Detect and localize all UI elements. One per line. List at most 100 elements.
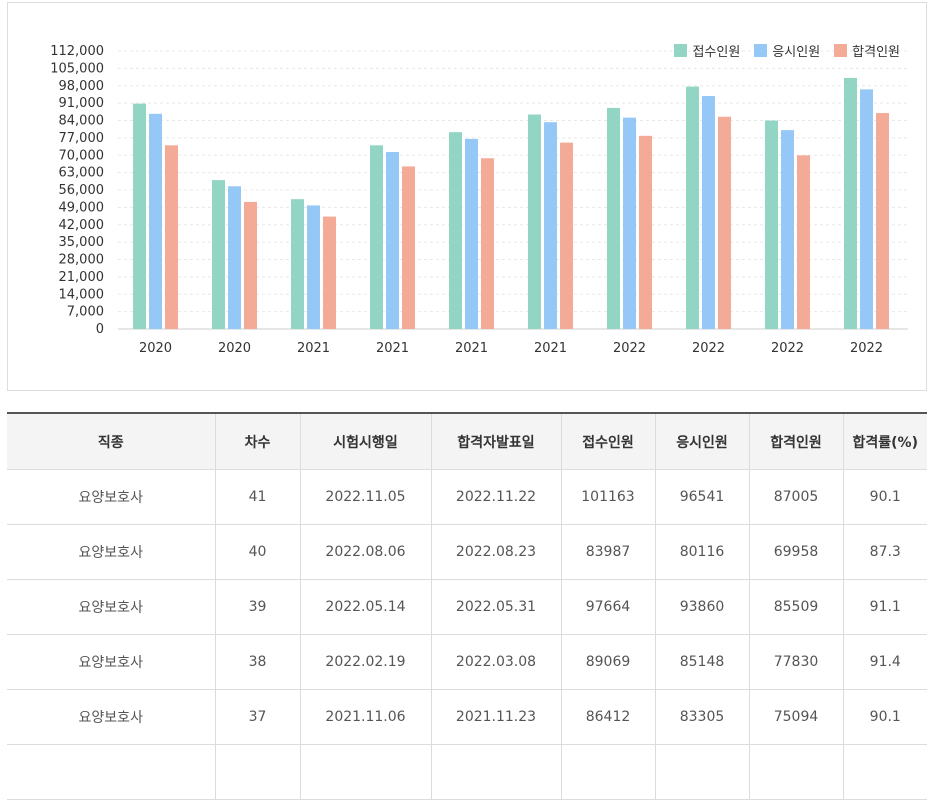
bar — [165, 145, 178, 329]
x-tick-label: 2022 — [613, 341, 646, 356]
header-round: 차수 — [215, 412, 301, 470]
header-exam-date: 시험시행일 — [300, 412, 432, 470]
cell-job-type — [7, 744, 216, 800]
cell-pass-rate: 90.1 — [843, 469, 927, 525]
bar — [639, 135, 652, 329]
bar — [149, 113, 162, 329]
cell-applicants: 97664 — [561, 579, 656, 635]
legend-item-examinees[interactable]: 응시인원 — [754, 41, 820, 60]
legend-swatch — [674, 44, 688, 57]
bar — [386, 152, 399, 329]
y-tick-label: 112,000 — [50, 44, 104, 59]
cell-job-type: 요양보호사 — [7, 524, 216, 580]
header-applicants: 접수인원 — [561, 412, 656, 470]
legend-swatch — [754, 44, 768, 57]
table-row: 요양보호사 37 2021.11.06 2021.11.23 86412 83305 750… — [7, 689, 927, 745]
bar — [544, 122, 557, 329]
table-row: 요양보호사 40 2022.08.06 2022.08.23 83987 80116 699… — [7, 524, 927, 580]
cell-applicants: 83987 — [561, 524, 656, 580]
bar — [307, 205, 320, 329]
bar — [844, 77, 857, 329]
y-tick-label: 98,000 — [59, 79, 105, 94]
table-row: 요양보호사 38 2022.02.19 2022.03.08 89069 85148 778… — [7, 634, 927, 690]
cell-examinees: 80116 — [655, 524, 750, 580]
cell-pass-rate: 87.3 — [843, 524, 927, 580]
y-tick-label: 7,000 — [67, 305, 104, 320]
results-table: 직종 차수 시험시행일 합격자발표일 접수인원 응시인원 합격인원 합격률(%)… — [7, 412, 927, 800]
bar — [765, 120, 778, 330]
legend-label: 접수인원 — [692, 45, 741, 60]
cell-exam-date: 2022.05.14 — [300, 579, 432, 635]
bar — [370, 145, 383, 329]
x-tick-label: 2022 — [771, 341, 804, 356]
y-tick-label: 105,000 — [50, 61, 104, 76]
cell-pass-rate: 91.1 — [843, 579, 927, 635]
bar — [133, 103, 146, 329]
cell-passers: 77830 — [749, 634, 844, 690]
table-row — [7, 744, 927, 800]
cell-examinees: 83305 — [655, 689, 750, 745]
bar — [402, 166, 415, 329]
bar — [449, 132, 462, 329]
chart-panel: 0 7,000 14,000 21,000 28,000 35,000 42,000 49,0… — [7, 2, 927, 391]
y-tick-label: 35,000 — [59, 235, 105, 250]
header-examinees: 응시인원 — [655, 412, 750, 470]
header-pass-rate: 합격률(%) — [843, 412, 927, 470]
y-tick-label: 84,000 — [59, 114, 105, 129]
bar — [323, 216, 336, 329]
cell-exam-date: 2021.11.06 — [300, 689, 432, 745]
cell-exam-date: 2022.08.06 — [300, 524, 432, 580]
header-announce-date: 합격자발표일 — [431, 412, 562, 470]
y-tick-label: 14,000 — [59, 287, 105, 302]
cell-applicants: 86412 — [561, 689, 656, 745]
cell-round: 40 — [215, 524, 301, 580]
cell-announce-date: 2022.11.22 — [431, 469, 562, 525]
bar — [876, 113, 889, 329]
bar — [465, 138, 478, 329]
x-tick-label: 2021 — [376, 341, 409, 356]
cell-examinees: 85148 — [655, 634, 750, 690]
table-row: 요양보호사 41 2022.11.05 2022.11.22 101163 96541 87… — [7, 469, 927, 525]
x-tick-label: 2020 — [218, 341, 251, 356]
header-job-type: 직종 — [7, 412, 216, 470]
y-tick-label: 0 — [96, 322, 104, 337]
legend-item-passers[interactable]: 합격인원 — [834, 41, 900, 60]
y-tick-label: 56,000 — [59, 183, 105, 198]
y-tick-label: 77,000 — [59, 131, 105, 146]
cell-announce-date — [431, 744, 562, 800]
table-header-row: 직종 차수 시험시행일 합격자발표일 접수인원 응시인원 합격인원 합격률(%) — [7, 412, 927, 470]
results-table-container: 직종 차수 시험시행일 합격자발표일 접수인원 응시인원 합격인원 합격률(%)… — [7, 412, 927, 800]
cell-job-type: 요양보호사 — [7, 689, 216, 745]
cell-applicants: 101163 — [561, 469, 656, 525]
bar — [607, 107, 620, 329]
legend-item-applicants[interactable]: 접수인원 — [674, 41, 740, 60]
cell-job-type: 요양보호사 — [7, 579, 216, 635]
cell-examinees: 96541 — [655, 469, 750, 525]
cell-job-type: 요양보호사 — [7, 634, 216, 690]
cell-passers: 85509 — [749, 579, 844, 635]
cell-exam-date: 2022.02.19 — [300, 634, 432, 690]
cell-pass-rate: 91.4 — [843, 634, 927, 690]
cell-round: 41 — [215, 469, 301, 525]
bar — [291, 199, 304, 329]
x-tick-label: 2021 — [455, 341, 488, 356]
bar — [718, 116, 731, 329]
cell-announce-date: 2022.05.31 — [431, 579, 562, 635]
cell-exam-date — [300, 744, 432, 800]
bar — [623, 117, 636, 329]
cell-passers: 69958 — [749, 524, 844, 580]
y-tick-label: 70,000 — [59, 148, 105, 163]
x-tick-label: 2021 — [297, 341, 330, 356]
bar — [560, 142, 573, 329]
cell-job-type: 요양보호사 — [7, 469, 216, 525]
bar — [781, 130, 794, 329]
x-tick-label: 2022 — [850, 341, 883, 356]
cell-round: 39 — [215, 579, 301, 635]
legend-label: 응시인원 — [772, 45, 821, 60]
chart-legend: 접수인원 응시인원 합격인원 — [674, 41, 900, 60]
cell-announce-date: 2022.08.23 — [431, 524, 562, 580]
bar — [481, 158, 494, 329]
legend-swatch — [834, 44, 848, 57]
x-tick-label: 2022 — [692, 341, 725, 356]
cell-examinees — [655, 744, 750, 800]
